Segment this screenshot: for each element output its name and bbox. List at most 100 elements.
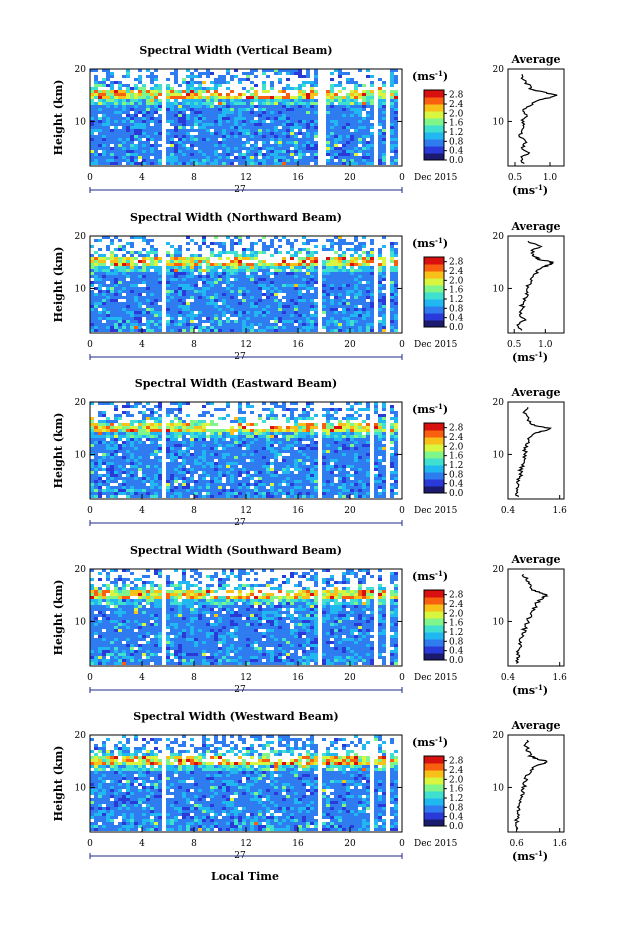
heatmap-cell bbox=[174, 159, 178, 162]
heatmap-cell bbox=[186, 444, 190, 447]
heatmap-cell bbox=[138, 96, 142, 99]
heatmap-cell bbox=[178, 308, 182, 311]
heatmap-cell bbox=[150, 296, 154, 299]
heatmap-cell bbox=[298, 432, 302, 435]
heatmap-cell bbox=[182, 311, 186, 314]
heatmap-cell bbox=[342, 429, 346, 432]
heatmap-cell bbox=[206, 132, 210, 135]
heatmap-cell bbox=[202, 90, 206, 93]
heatmap-cell bbox=[218, 263, 222, 266]
heatmap-cell bbox=[182, 108, 186, 111]
heatmap-cell bbox=[170, 299, 174, 302]
heatmap-cell bbox=[310, 144, 314, 147]
heatmap-cell bbox=[90, 266, 94, 269]
heatmap-cell bbox=[210, 290, 214, 293]
heatmap-cell bbox=[242, 111, 246, 114]
heatmap-cell bbox=[382, 135, 386, 138]
heatmap-cell bbox=[262, 132, 266, 135]
heatmap-cell bbox=[146, 102, 150, 105]
heatmap-cell bbox=[390, 102, 394, 105]
heatmap-cell bbox=[390, 144, 394, 147]
heatmap-cell bbox=[102, 420, 106, 423]
heatmap-cell bbox=[262, 141, 266, 144]
heatmap-cell bbox=[206, 90, 210, 93]
heatmap-cell bbox=[334, 323, 338, 326]
heatmap-cell bbox=[378, 426, 382, 429]
heatmap-cell bbox=[338, 323, 342, 326]
colorbar-tick-label: 2.8 bbox=[449, 91, 464, 101]
heatmap-cell bbox=[118, 272, 122, 275]
heatmap-cell bbox=[126, 138, 130, 141]
heatmap-cell bbox=[262, 129, 266, 132]
heatmap-cell bbox=[146, 147, 150, 150]
heatmap-cell bbox=[154, 120, 158, 123]
heatmap-cell bbox=[138, 132, 142, 135]
heatmap-cell bbox=[330, 90, 334, 93]
heatmap-cell bbox=[206, 281, 210, 284]
heatmap-cell bbox=[190, 120, 194, 123]
heatmap-cell bbox=[146, 417, 150, 420]
heatmap-cell bbox=[242, 429, 246, 432]
heatmap-cell bbox=[330, 311, 334, 314]
heatmap-cell bbox=[258, 305, 262, 308]
heatmap-cell bbox=[334, 138, 338, 141]
heatmap-cell bbox=[270, 447, 274, 450]
heatmap-cell bbox=[206, 329, 210, 332]
heatmap-cell bbox=[246, 263, 250, 266]
heatmap-cell bbox=[182, 150, 186, 153]
heatmap-cell bbox=[334, 296, 338, 299]
heatmap-cell bbox=[262, 444, 266, 447]
heatmap-cell bbox=[390, 111, 394, 114]
heatmap-cell bbox=[218, 117, 222, 120]
heatmap-cell bbox=[98, 278, 102, 281]
heatmap-cell bbox=[366, 450, 370, 453]
heatmap-cell bbox=[290, 308, 294, 311]
heatmap-cell bbox=[186, 138, 190, 141]
heatmap-cell bbox=[342, 132, 346, 135]
heatmap-cell bbox=[358, 242, 362, 245]
heatmap-cell bbox=[94, 126, 98, 129]
heatmap-cell bbox=[166, 305, 170, 308]
heatmap-cell bbox=[110, 453, 114, 456]
heatmap-cell bbox=[354, 257, 358, 260]
heatmap-cell bbox=[126, 153, 130, 156]
heatmap-cell bbox=[114, 135, 118, 138]
heatmap-cell bbox=[118, 111, 122, 114]
heatmap-cell bbox=[138, 411, 142, 414]
heatmap-cell bbox=[202, 438, 206, 441]
heatmap-cell bbox=[186, 242, 190, 245]
heatmap-cell bbox=[122, 260, 126, 263]
heatmap-cell bbox=[230, 120, 234, 123]
heatmap-cell bbox=[118, 305, 122, 308]
heatmap-cell bbox=[214, 153, 218, 156]
heatmap-cell bbox=[142, 120, 146, 123]
heatmap-cell bbox=[322, 275, 326, 278]
heatmap-cell bbox=[238, 432, 242, 435]
heatmap-cell bbox=[394, 266, 398, 269]
heatmap-cell bbox=[94, 129, 98, 132]
heatmap-cell bbox=[178, 251, 182, 254]
heatmap-cell bbox=[142, 405, 146, 408]
heatmap-cell bbox=[390, 284, 394, 287]
heatmap-cell bbox=[298, 308, 302, 311]
heatmap-cell bbox=[166, 117, 170, 120]
heatmap-cell bbox=[362, 326, 366, 329]
heatmap-cell bbox=[338, 141, 342, 144]
heatmap-cell bbox=[382, 426, 386, 429]
heatmap-cell bbox=[374, 447, 378, 450]
heatmap-cell bbox=[286, 242, 290, 245]
heatmap-cell bbox=[110, 117, 114, 120]
heatmap-cell bbox=[138, 441, 142, 444]
heatmap-cell bbox=[170, 129, 174, 132]
heatmap-cell bbox=[310, 287, 314, 290]
heatmap-cell bbox=[182, 78, 186, 81]
heatmap-cell bbox=[382, 311, 386, 314]
heatmap-cell bbox=[322, 432, 326, 435]
heatmap-cell bbox=[170, 123, 174, 126]
heatmap-cell bbox=[106, 144, 110, 147]
heatmap-cell bbox=[338, 447, 342, 450]
heatmap-cell bbox=[166, 153, 170, 156]
heatmap-cell bbox=[298, 90, 302, 93]
heatmap-cell bbox=[170, 141, 174, 144]
heatmap-cell bbox=[262, 302, 266, 305]
